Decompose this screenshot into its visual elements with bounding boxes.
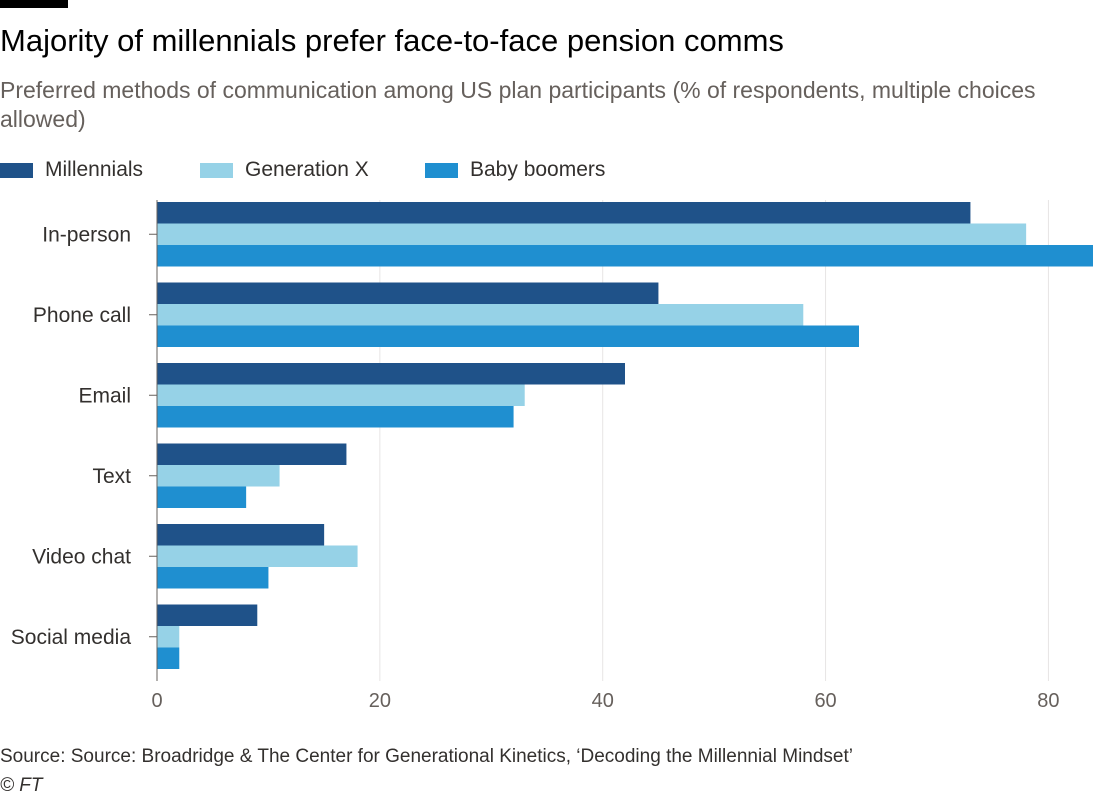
legend-swatch-millennials (0, 162, 33, 178)
chart-subtitle: Preferred methods of communication among… (0, 77, 1036, 132)
category-label: In-person (42, 223, 131, 246)
bar-in-person-generation-x (157, 223, 1027, 245)
bar-in-person-millennials (157, 202, 971, 224)
bar-text-baby-boomers (157, 486, 247, 508)
legend-item-baby-boomers: Baby boomers (425, 156, 605, 184)
legend-label-millennials: Millennials (45, 158, 144, 181)
bar-email-baby-boomers (157, 406, 514, 428)
bar-in-person-baby-boomers (157, 245, 1093, 267)
x-tick-label-80: 80 (1037, 690, 1059, 712)
x-tick-label-0: 0 (151, 690, 162, 712)
bar-text-generation-x (157, 465, 280, 487)
legend-label-generation-x: Generation X (245, 158, 369, 181)
category-label: Email (78, 384, 131, 407)
bar-chart: 0 20 40 60 80 In-person Phone call Email Text Vid… (11, 200, 1093, 712)
bar-email-generation-x (157, 384, 525, 406)
legend-item-millennials: Millennials (0, 156, 143, 184)
category-label: Phone call (33, 304, 131, 327)
bar-video-chat-baby-boomers (157, 567, 269, 589)
ft-credit: © FT (0, 775, 43, 796)
x-tick-label-20: 20 (369, 690, 391, 712)
brand-bar (0, 0, 68, 8)
x-tick-label-60: 60 (814, 690, 836, 712)
category-label: Social media (11, 626, 132, 649)
legend-label-baby-boomers: Baby boomers (470, 158, 606, 181)
bar-text-millennials (157, 443, 347, 465)
chart-title: Majority of millennials prefer face-to-f… (0, 23, 784, 58)
bar-phone-call-baby-boomers (157, 325, 859, 347)
legend-item-generation-x: Generation X (200, 156, 369, 184)
legend-swatch-baby-boomers (425, 162, 458, 178)
bar-social-media-millennials (157, 604, 258, 626)
bar-email-millennials (157, 363, 625, 385)
source-note: Source: Source: Broadridge & The Center … (0, 746, 853, 767)
legend-swatch-generation-x (200, 162, 233, 178)
x-tick-label-40: 40 (592, 690, 614, 712)
bar-social-media-baby-boomers (157, 647, 180, 669)
category-label: Video chat (32, 545, 131, 568)
bar-phone-call-generation-x (157, 304, 804, 326)
bar-video-chat-generation-x (157, 545, 358, 567)
legend: Millennials Generation X Baby boomers (0, 156, 1110, 184)
bar-social-media-generation-x (157, 626, 180, 648)
bar-phone-call-millennials (157, 282, 659, 304)
category-label: Text (92, 465, 131, 488)
bar-video-chat-millennials (157, 524, 325, 546)
